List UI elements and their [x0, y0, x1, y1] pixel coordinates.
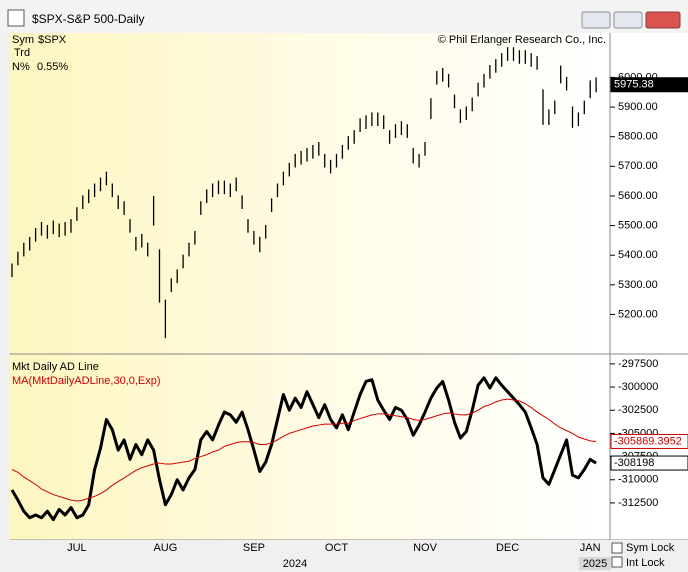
last-value-box	[610, 433, 688, 449]
x-tick-label: OCT	[325, 542, 349, 554]
x-tick-label: NOV	[413, 542, 438, 554]
minimize-button[interactable]	[581, 11, 611, 29]
legend-entry: MA(MktDailyADLine,30,0,Exp)	[12, 375, 161, 387]
y-tick-label: 5300.00	[618, 279, 658, 291]
year-label: 2025	[583, 558, 607, 570]
x-tick-label: JAN	[580, 542, 601, 554]
y-tick-label: 5400.00	[618, 249, 658, 261]
x-tick-label: SEP	[243, 542, 265, 554]
y-tick-label: -297500	[618, 358, 658, 370]
last-value-label: -308198	[614, 457, 654, 469]
year-box	[579, 557, 611, 570]
last-value-label: 5975.38	[614, 79, 654, 91]
legend-entry: Mkt Daily AD Line	[12, 361, 99, 373]
y-tick-label: 5600.00	[618, 190, 658, 202]
last-value-label: -305869.3952	[614, 435, 682, 447]
copyright: © Phil Erlanger Research Co., Inc.	[438, 34, 606, 46]
date-axis-background	[0, 540, 688, 572]
info-value: 0.55%	[37, 61, 68, 73]
y-tick-label: -310000	[618, 474, 658, 486]
y-tick-label: -300000	[618, 381, 658, 393]
title-bar	[0, 0, 688, 33]
year-label: 2024	[283, 558, 307, 570]
sym-lock-checkbox[interactable]	[611, 542, 623, 554]
int-lock-checkbox[interactable]	[611, 556, 623, 568]
y-tick-label: -312500	[618, 497, 658, 509]
x-tick-label: AUG	[153, 542, 177, 554]
series-line	[11, 398, 597, 502]
last-value-box	[610, 77, 688, 93]
info-label: N%	[12, 61, 30, 73]
y-tick-label: 5900.00	[618, 101, 658, 113]
x-tick-label: DEC	[496, 542, 519, 554]
info-value: $SPX	[38, 34, 67, 46]
app-icon	[7, 9, 25, 27]
y-tick-label: 5700.00	[618, 160, 658, 172]
maximize-button[interactable]	[613, 11, 643, 29]
x-tick-label: JUL	[67, 542, 87, 554]
checkbox-label: Sym Lock	[626, 542, 675, 554]
last-value-box	[610, 455, 688, 471]
series-line	[10, 376, 597, 522]
y-tick-label: 5500.00	[618, 219, 658, 231]
checkbox-label: Int Lock	[626, 557, 665, 569]
y-tick-label: 5200.00	[618, 308, 658, 320]
y-tick-label: -302500	[618, 404, 658, 416]
plot-background	[10, 33, 610, 540]
info-label: Trd	[14, 47, 30, 59]
y-tick-label: 5800.00	[618, 131, 658, 143]
axis-background	[610, 33, 688, 540]
window-title: $SPX-S&P 500-Daily	[32, 12, 145, 26]
close-button[interactable]	[645, 11, 681, 29]
info-label: Sym	[12, 34, 34, 46]
